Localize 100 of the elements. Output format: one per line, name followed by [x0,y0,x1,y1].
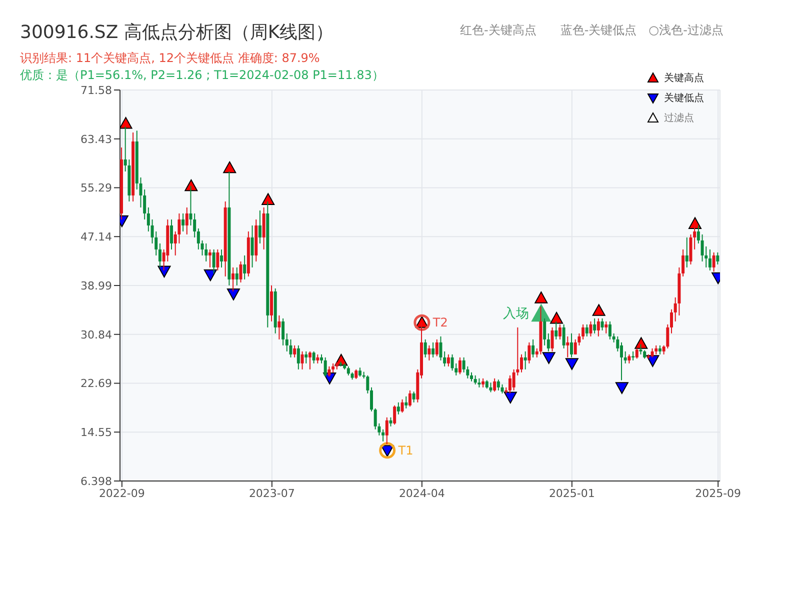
point [504,392,517,404]
candlestick [308,350,312,370]
candlestick [208,248,212,268]
candlestick [685,236,688,268]
candlestick [712,252,716,272]
y-tick-label: 38.99 [80,279,112,292]
candlestick [428,344,431,361]
candlestick [196,228,200,250]
x-tick-label: 2022-09 [98,486,145,500]
candlestick [243,254,246,280]
candlestick [596,318,600,337]
candlestick [520,354,523,373]
y-tick-label: 14.55 [80,426,112,440]
point [120,116,132,129]
y-tick-label: 55.29 [80,182,112,195]
candlestick [370,386,373,412]
candlestick [624,350,627,364]
candlestick [435,338,438,357]
point [592,304,606,316]
candlestick [689,234,692,265]
candlestick [558,324,562,340]
point [184,179,198,192]
candlestick [439,336,442,361]
point [615,382,628,394]
candlestick [585,324,588,337]
point [550,312,564,324]
candlestick [446,354,450,367]
candlestick [204,242,208,262]
x-tick-label: 2023-07 [248,486,295,500]
candlestick [239,260,242,283]
candlestick [708,248,712,271]
candlestick [158,242,162,268]
point [542,352,556,364]
candlestick [258,210,262,244]
candlestick [508,374,512,394]
candlestick [282,318,285,346]
candlestick [328,366,331,378]
candlestick [250,224,254,268]
candlestick [143,188,146,220]
candlestick [458,356,462,375]
candlestick [424,338,427,358]
candlestick [670,308,673,334]
candlestick [270,284,273,322]
candlestick [304,350,308,364]
candlestick [385,416,388,445]
candlestick [554,320,558,340]
candlestick [278,314,281,340]
x-tick-label: 2025-01 [548,486,595,500]
x-tick-label: 2024-04 [398,486,445,500]
candlestick [185,206,188,235]
candlestick [296,344,300,370]
candlestick [600,318,604,331]
candlestick [354,368,358,380]
candlestick [432,342,435,358]
candlestick [635,348,638,360]
point [379,442,396,459]
candlestick [524,350,527,370]
candlestick [212,248,216,274]
candlestick [396,402,400,415]
point [634,337,648,349]
candlestick [682,248,685,277]
candlestick [189,185,192,226]
series-label: T1 [397,443,414,458]
candlestick [324,356,327,378]
chart-subtitle: 识别结果: 11个关键高点, 12个关键低点 准确度: 87.9% [20,50,320,67]
candlestick [400,398,404,414]
candlestick [532,338,535,358]
series-label: 入场 [503,306,530,322]
y-tick-label: 71.58 [80,84,112,97]
candlestick [232,266,235,292]
point [158,266,171,278]
point [262,193,275,205]
candlestick [696,224,700,244]
candlestick [489,382,492,393]
candlestick [550,326,554,352]
point [534,292,548,304]
candlestick [262,206,266,250]
candlestick [366,374,370,394]
point [414,314,430,331]
candlestick [216,248,220,271]
candlestick [493,378,496,392]
legend-label: 关键高点 [664,72,704,85]
candlestick [235,266,238,286]
text: 红色-关键高点 蓝色-关键低点 ○浅色-过滤点 [460,22,724,39]
candlestick [443,350,446,367]
x-tick-label: 2025-09 [695,486,742,500]
candlestick [593,318,596,334]
y-tick-label: 63.43 [80,132,112,146]
candlestick [620,342,623,381]
candlestick [543,318,546,346]
candlestick [693,224,696,250]
candlestick [604,320,608,334]
y-tick-label: 47.14 [80,230,112,244]
candlestick [412,391,416,403]
chart-title: 300916.SZ 高低点分析图（周K线图） [20,21,334,44]
candlestick [716,252,720,265]
candlestick [193,212,196,238]
candlestick [293,344,296,358]
point [223,161,236,174]
candlestick [170,218,173,250]
